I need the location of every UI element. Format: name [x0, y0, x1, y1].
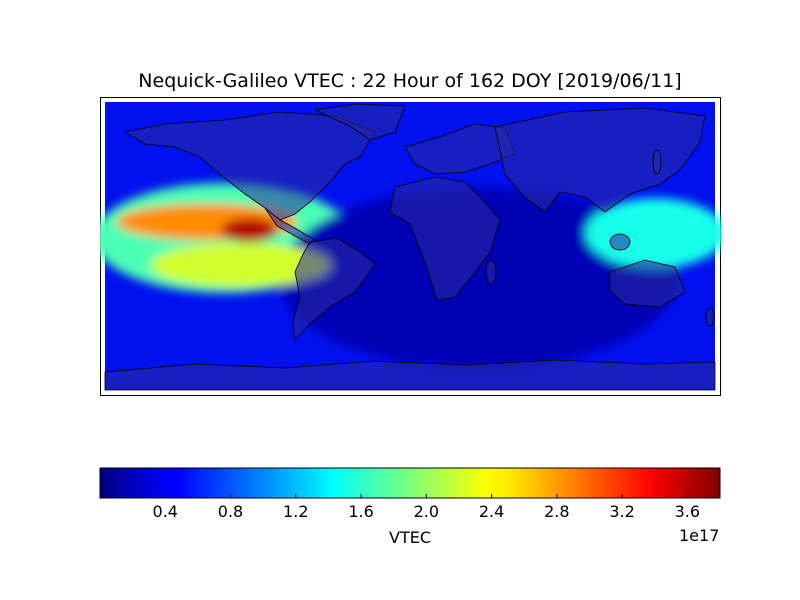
colorbar-tick-label: 0.8 — [217, 502, 244, 521]
greenland — [313, 103, 406, 141]
central-america — [264, 207, 316, 245]
vtec-field — [100, 183, 722, 368]
continents — [104, 103, 716, 391]
colorbar-tick-label: 3.6 — [674, 502, 701, 521]
colorbar-tick-label: 1.6 — [348, 502, 374, 521]
vtec-low-region — [277, 188, 678, 368]
colorbar-gradient — [99, 467, 721, 499]
vtec-feature — [221, 218, 278, 242]
colorbar-multiplier: 1e17 — [679, 526, 720, 545]
chart-title: Nequick-Galileo VTEC : 22 Hour of 162 DO… — [138, 70, 682, 92]
vtec-feature — [150, 243, 331, 288]
asia — [494, 107, 706, 213]
colorbar-tick-label: 0.4 — [152, 502, 178, 521]
colorbar-tick-label: 2.8 — [544, 502, 570, 521]
japan — [652, 149, 662, 175]
colorbar — [99, 467, 721, 499]
borneo — [609, 233, 631, 251]
colorbar-tick-label: 3.2 — [609, 502, 635, 521]
colorbar-label: VTEC — [389, 528, 431, 547]
colorbar-tick-label: 1.2 — [283, 502, 309, 521]
vtec-feature — [585, 198, 722, 269]
antarctica — [104, 359, 716, 391]
australia — [609, 259, 686, 308]
colorbar-ticks — [164, 494, 688, 498]
vtec-map — [100, 97, 722, 396]
colorbar-tick-label: 2.4 — [478, 502, 505, 521]
new-zealand — [705, 307, 715, 327]
north-america — [123, 111, 376, 221]
africa — [389, 176, 501, 301]
madagascar — [485, 259, 497, 285]
colorbar-tick-label: 2.0 — [413, 502, 440, 521]
south-america — [292, 237, 376, 341]
